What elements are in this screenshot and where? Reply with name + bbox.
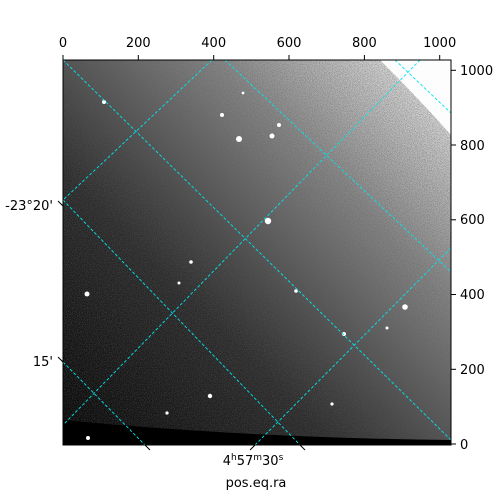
top-axis-labels: 0 200 400 600 800 1000 <box>59 36 456 51</box>
right-tick-label: 400 <box>460 288 485 303</box>
right-axis-labels: 0 200 400 600 800 1000 <box>460 64 493 453</box>
ra-minutes: 57 <box>237 454 254 469</box>
right-tick-label: 800 <box>460 139 485 154</box>
top-tick-label: 800 <box>352 36 377 51</box>
top-tick-label: 0 <box>59 36 67 51</box>
right-tick-label: 200 <box>460 363 485 378</box>
right-tick-label: 1000 <box>460 64 493 79</box>
coordinate-grid <box>63 60 451 445</box>
right-tick-label: 600 <box>460 213 485 228</box>
ra-ticks <box>144 444 306 451</box>
dec-ticks <box>57 200 64 363</box>
top-tick-label: 1000 <box>423 36 456 51</box>
dec-tick-label: -23°20' <box>5 199 53 214</box>
ra-tick-label: 4h57m30s <box>223 453 284 469</box>
top-tick-label: 400 <box>201 36 226 51</box>
right-tick-label: 0 <box>460 438 468 453</box>
top-axis <box>62 55 441 60</box>
sky-image <box>63 60 451 445</box>
stars <box>84 91 408 440</box>
ra-hours: 4 <box>223 454 231 469</box>
dec-tick-label: 15' <box>33 355 53 370</box>
top-tick-label: 600 <box>277 36 302 51</box>
top-tick-label: 200 <box>126 36 151 51</box>
plot-frame <box>62 59 452 446</box>
x-axis-label: pos.eq.ra <box>226 476 287 491</box>
right-axis <box>451 69 456 445</box>
ra-seconds: 30 <box>262 454 279 469</box>
